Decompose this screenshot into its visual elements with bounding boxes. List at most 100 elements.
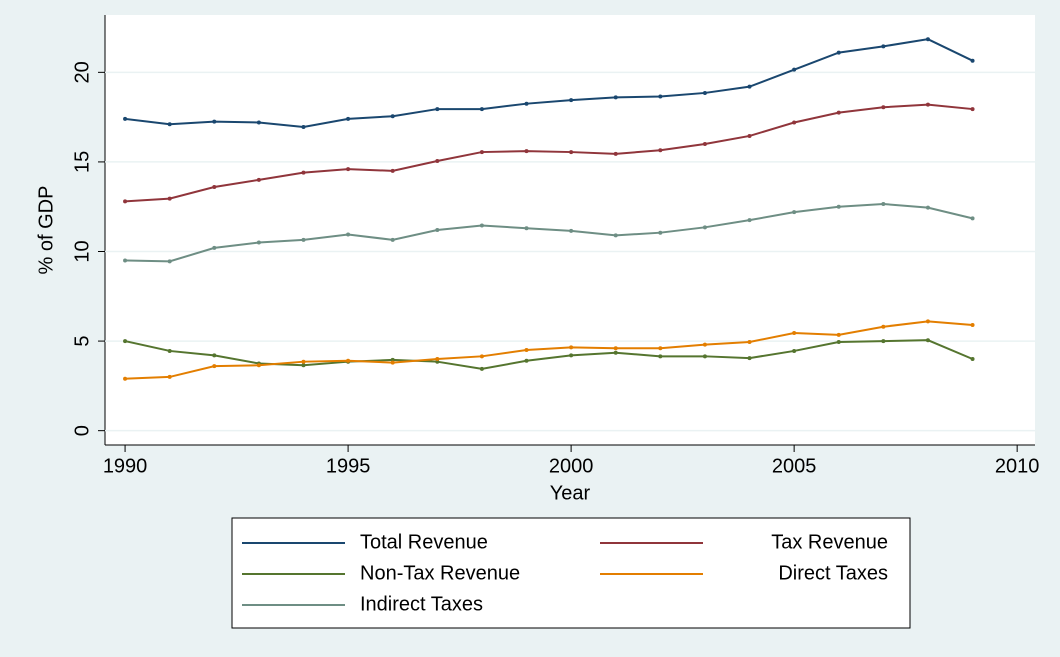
series-point: [123, 258, 128, 263]
legend-label: Total Revenue: [360, 531, 488, 553]
x-tick-label: 2005: [772, 455, 817, 477]
series-point: [435, 107, 440, 112]
series-point: [524, 149, 529, 154]
series-point: [167, 374, 172, 379]
series-point: [658, 148, 663, 153]
y-axis-label: % of GDP: [35, 186, 57, 275]
y-tick-label: 0: [71, 425, 93, 436]
series-point: [702, 142, 707, 146]
x-tick-label: 2010: [995, 455, 1040, 477]
series-point: [613, 350, 618, 355]
series-point: [346, 358, 351, 363]
series-point: [256, 120, 261, 125]
series-point: [970, 216, 975, 221]
series-point: [792, 348, 797, 353]
series-point: [390, 114, 395, 119]
series-point: [123, 339, 128, 344]
series-line: [125, 320, 973, 380]
series-point: [212, 119, 217, 124]
series-point: [836, 204, 841, 209]
series-point: [747, 218, 752, 223]
series-point: [569, 150, 574, 155]
series-point: [925, 338, 930, 343]
series-point: [970, 107, 975, 112]
series-point: [435, 228, 440, 232]
series-point: [658, 354, 663, 359]
series-point: [479, 354, 484, 359]
series-point: [167, 196, 172, 201]
legend-label: Non-Tax Revenue: [360, 562, 520, 584]
series-point: [747, 356, 752, 361]
series-point: [256, 240, 261, 245]
series-point: [524, 226, 529, 231]
series-point: [301, 237, 306, 242]
series-point: [702, 354, 707, 359]
series-point: [212, 185, 217, 189]
series-point: [881, 44, 886, 49]
series-point: [881, 324, 886, 329]
x-tick-label: 2000: [549, 455, 594, 477]
series-point: [881, 105, 886, 110]
series-point: [658, 346, 663, 351]
series-point: [658, 94, 663, 99]
series-point: [435, 159, 440, 164]
series-point: [390, 168, 395, 173]
series-point: [569, 228, 574, 233]
series-point: [390, 360, 395, 365]
series-point: [123, 116, 128, 121]
series-point: [569, 98, 574, 103]
series-point: [524, 348, 529, 353]
series-line: [125, 103, 973, 203]
series-line: [124, 38, 973, 128]
series-point: [524, 358, 529, 363]
series-point: [301, 363, 306, 368]
series-point: [792, 331, 797, 336]
series-point: [479, 223, 484, 228]
series-point: [792, 210, 797, 215]
series-point: [792, 67, 797, 72]
legend-label: Indirect Taxes: [360, 593, 483, 615]
series-point: [836, 50, 841, 55]
series-point: [212, 364, 217, 369]
legend-label: Tax Revenue: [771, 531, 888, 553]
series-point: [970, 357, 975, 361]
series-point: [881, 339, 886, 344]
series-point: [256, 177, 261, 182]
series-point: [658, 230, 663, 235]
series-point: [925, 205, 930, 210]
series-point: [613, 346, 618, 351]
series-point: [167, 348, 172, 353]
y-tick-label: 10: [71, 240, 93, 262]
series-point: [925, 319, 930, 324]
series-point: [702, 90, 707, 95]
series-point: [613, 95, 618, 100]
series-point: [702, 342, 707, 347]
series-point: [613, 233, 618, 238]
y-tick-label: 5: [71, 336, 93, 347]
series-point: [524, 101, 529, 106]
series-point: [970, 58, 975, 63]
series-point: [123, 376, 128, 381]
series-point: [212, 245, 217, 250]
series-point: [702, 225, 707, 230]
series-point: [346, 232, 351, 237]
series-point: [925, 102, 930, 107]
series-point: [479, 150, 484, 155]
series-point: [747, 339, 752, 344]
x-tick-label: 1995: [326, 455, 371, 477]
series-point: [479, 107, 484, 112]
series-point: [569, 345, 574, 350]
series-point: [167, 122, 172, 127]
series-point: [346, 116, 351, 121]
series-point: [569, 353, 574, 358]
series-point: [212, 353, 217, 358]
series-point: [346, 167, 351, 172]
x-axis-label: Year: [550, 482, 591, 504]
series-line: [125, 203, 973, 263]
series-point: [435, 357, 440, 361]
series-point: [613, 151, 618, 156]
series-point: [792, 120, 797, 125]
series-point: [747, 84, 752, 89]
series-point: [747, 133, 752, 138]
